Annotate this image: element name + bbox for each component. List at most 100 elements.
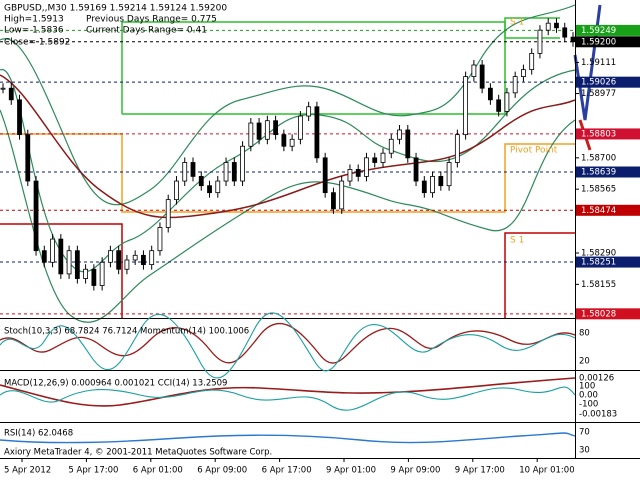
candle-body [504,92,510,112]
macd-scale: -0.00183 [579,410,617,420]
candle-body [413,157,419,182]
candle-body [8,87,14,101]
macd-scale: -100 [579,400,598,410]
level-label: 1.59200 [581,37,616,47]
candle-body [331,192,336,210]
level-box [576,76,640,88]
macd-signal [0,377,576,407]
header-high: High=1.5913 [4,15,64,25]
rsi-line [0,432,576,444]
candle-body [74,250,80,279]
candle-body [289,138,295,147]
candle-body [141,254,146,266]
cci-line [0,386,576,411]
candle-body [198,176,204,187]
candle-body [182,162,188,182]
header-close: Close= 1.5892 [4,38,70,48]
time-label: 6 Apr 17:00 [262,466,312,476]
candle-body [388,138,394,154]
candle-body [256,122,262,140]
price-label: 1.58290 [581,249,616,259]
candle-body [479,64,485,89]
candle-body [322,157,328,194]
candle-body [380,152,386,163]
candle-body [41,250,47,263]
level-box [576,256,640,268]
candle-body [430,176,435,194]
candle-body [438,176,444,187]
macd-label: MACD(12,26,9) 0.000964 0.001021 CCI(14) … [4,379,227,389]
stoch-signal [0,312,576,379]
candle-body [207,185,212,194]
candle-body [149,250,155,266]
time-label: 5 Apr 2012 [4,466,51,476]
candle-body [570,36,576,43]
stoch-scale: 20 [579,357,590,367]
candle-body [487,87,493,101]
candle-body [529,52,535,71]
stoch-label: Stoch(10,3,3) 68.7824 76.7124 Momentum(1… [4,327,249,337]
candle-body [58,238,64,275]
candle-body [554,22,559,29]
candle-body [107,250,113,263]
price-label: 1.58977 [581,89,616,99]
time-label: 9 Apr 01:00 [326,466,376,476]
rsi-label: RSI(14) 62.0468 [4,429,73,439]
level-box [576,204,640,216]
candle-body [17,99,22,136]
time-label: 6 Apr 01:00 [133,466,183,476]
time-label: 9 Apr 09:00 [390,466,440,476]
candle-body [314,106,320,159]
price-label: 1.58155 [581,280,616,290]
candle-body [83,268,89,279]
candle-body [223,162,229,182]
candle-body [157,227,163,252]
moving-average [0,74,576,219]
candle-body [174,180,179,201]
macd-scale: 100 [579,382,595,392]
candle-body [91,268,97,286]
candle-body [99,261,105,286]
candle-body [397,129,402,140]
candle-body [562,27,568,38]
rsi-scale: 30 [579,446,590,456]
level-label: 1.59249 [581,26,616,36]
pivot-label: S 1 [510,236,524,246]
time-label: 10 Apr 01:00 [519,466,574,476]
price-label: 1.58700 [581,153,616,163]
level-box [576,36,640,48]
level-box [576,308,640,320]
pivot-label: S 1 [510,18,524,28]
level-label: 1.58474 [581,206,616,216]
footer: Axiory MetaTrader 4, © 2001-2011 MetaQuo… [4,448,272,458]
macd-scale: 0.00 [579,391,598,401]
candle-body [355,169,361,177]
candle-body [545,22,551,31]
time-label: 9 Apr 17:00 [455,466,505,476]
candle-body [0,87,6,90]
price-label: 1.59111 [581,58,616,68]
level-box [576,24,640,36]
candle-body [306,106,312,117]
pivot-line [0,133,575,213]
candle-body [124,259,130,270]
candle-body [50,238,55,263]
candle-body [25,134,31,182]
candle-body [165,199,171,228]
candle-body [339,180,345,210]
macd-scale: 0.00126 [579,374,614,384]
candle-body [231,162,237,182]
candle-body [66,250,72,275]
candle-body [471,64,477,77]
candle-body [297,115,303,140]
candle-body [281,134,287,147]
level-label: 1.58803 [581,129,616,139]
candle-body [215,180,221,194]
header-cur-range: Current Days Range= 0.41 [86,26,207,36]
time-label: 5 Apr 17:00 [68,466,118,476]
candle-body [512,76,518,94]
bb-lower [0,109,576,323]
candle-body [537,29,543,54]
s1-line [504,232,575,318]
